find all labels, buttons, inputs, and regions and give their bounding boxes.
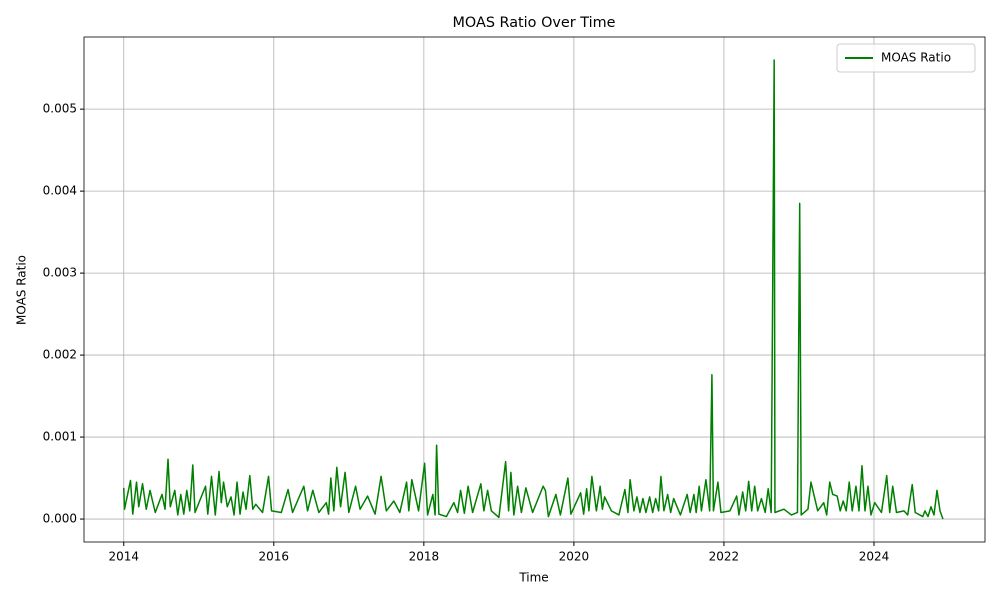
x-axis-label: Time xyxy=(518,571,548,585)
y-tick-label: 0.003 xyxy=(43,266,77,280)
legend-label: MOAS Ratio xyxy=(881,51,951,65)
plot-frame xyxy=(83,36,986,543)
x-tick-label: 2018 xyxy=(409,550,440,564)
y-tick-label: 0.005 xyxy=(43,102,77,116)
legend-box xyxy=(836,43,976,73)
y-axis-label: MOAS Ratio xyxy=(15,255,29,325)
x-tick-label: 2024 xyxy=(859,550,890,564)
x-tick-label: 2020 xyxy=(559,550,590,564)
chart-title: MOAS Ratio Over Time xyxy=(453,15,616,31)
y-tick-label: 0.000 xyxy=(43,512,77,526)
y-tick-label: 0.004 xyxy=(43,184,77,198)
x-tick-label: 2014 xyxy=(108,550,139,564)
y-tick-label: 0.001 xyxy=(43,430,77,444)
y-tick-label: 0.002 xyxy=(43,348,77,362)
x-tick-label: 2016 xyxy=(259,550,290,564)
x-tick-label: 2022 xyxy=(709,550,740,564)
data-line xyxy=(123,59,944,520)
